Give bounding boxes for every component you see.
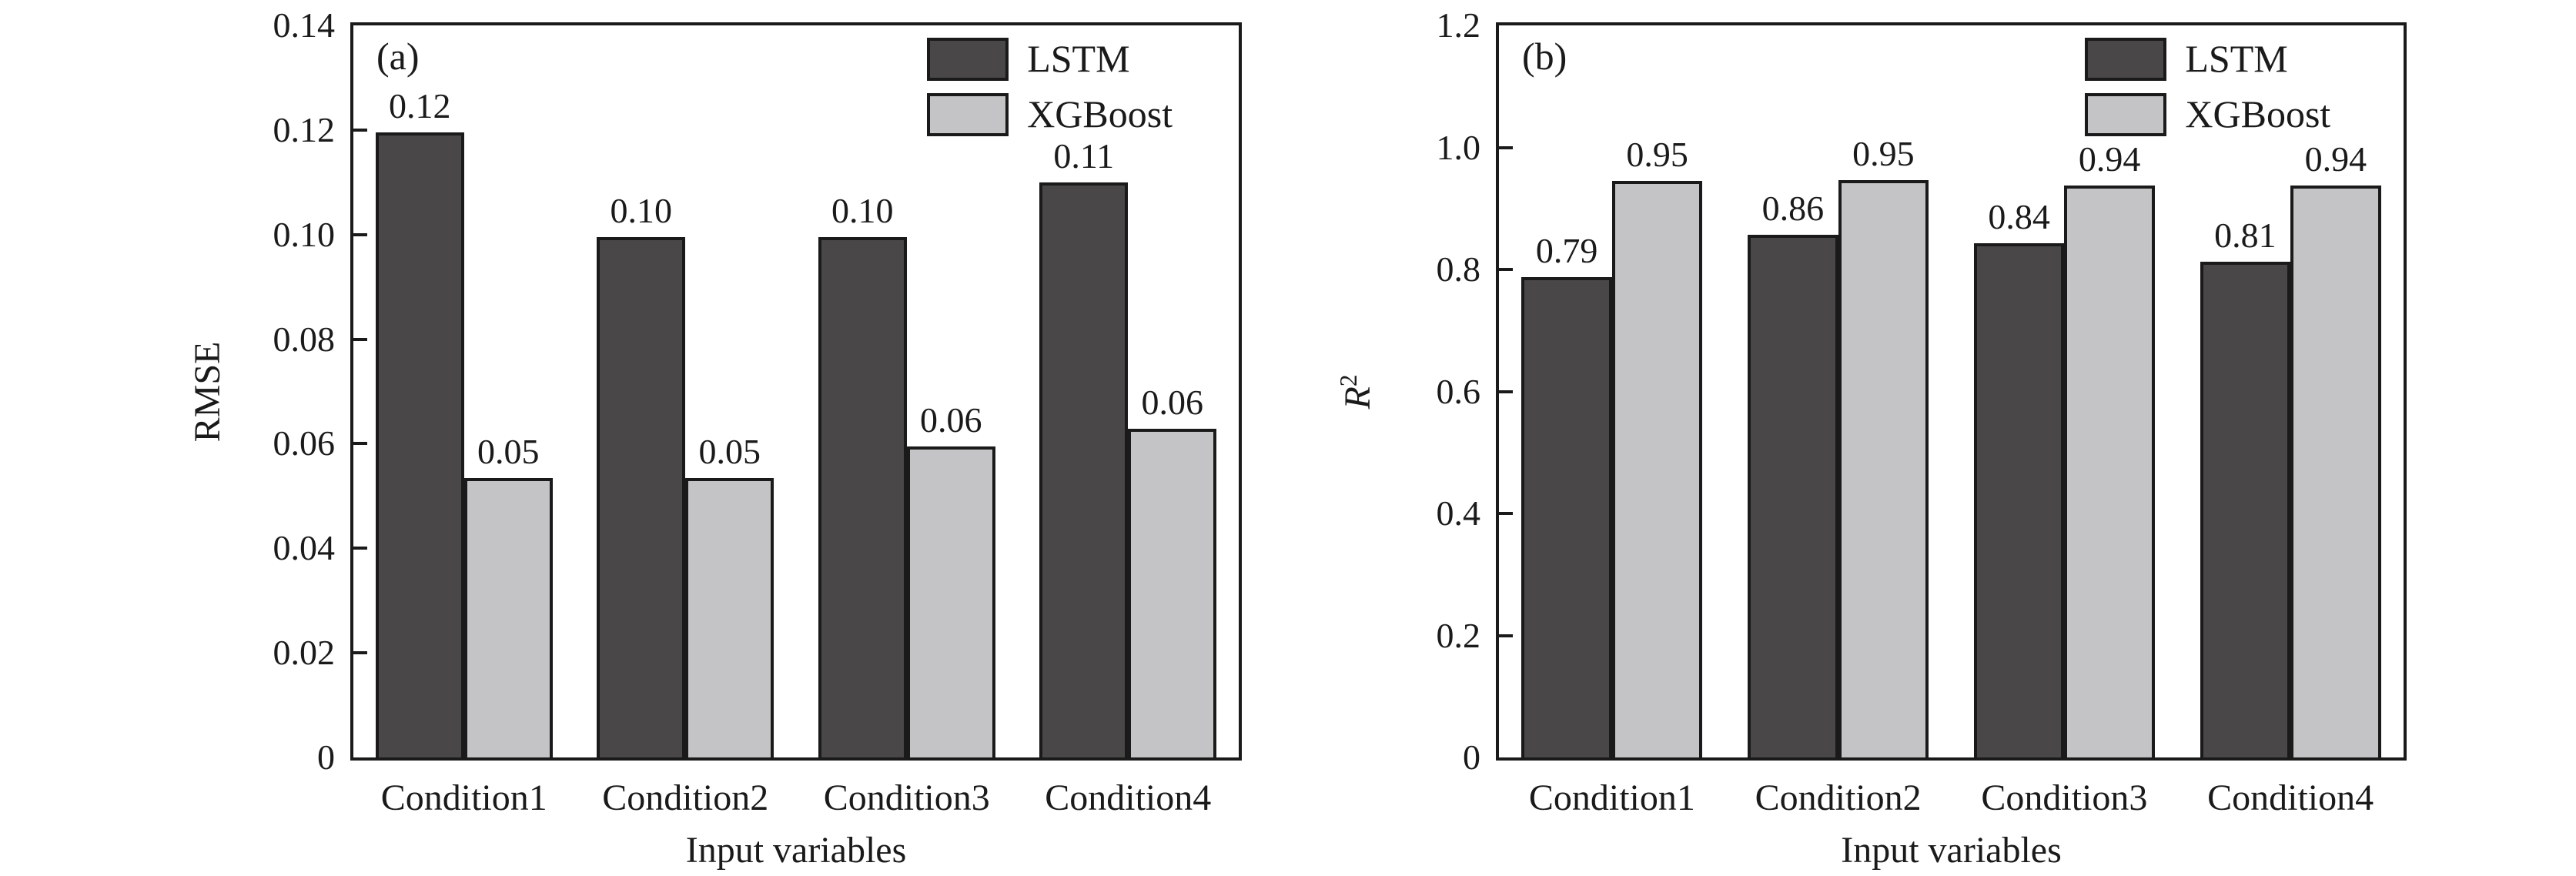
y-tick-label-b: 1.2	[1436, 5, 1481, 45]
bar-value-label-xgboost-condition1: 0.95	[1626, 135, 1688, 174]
panel-label-a: (a)	[376, 35, 420, 78]
y-tick-mark-b	[1499, 512, 1513, 515]
legend-swatch-lstm	[927, 38, 1009, 81]
y-tick-label-a: 0.08	[273, 319, 336, 359]
y-tick-mark-a	[353, 442, 367, 446]
category-label-condition4: Condition4	[1045, 777, 1212, 818]
y-tick-mark-a	[353, 337, 367, 341]
plot-box-a: (a) 0.12 0.05 0.10 0.05 0.10 0.06 0.11 0.06 LSTM X…	[350, 22, 1242, 761]
bar-xgboost-condition1	[463, 478, 553, 757]
y-tick-mark-a	[353, 128, 367, 132]
bar-lstm-condition1	[375, 132, 464, 757]
bar-value-label-lstm-condition1: 0.12	[389, 86, 451, 125]
bar-lstm-condition1	[1521, 277, 1612, 757]
y-axis-title-b: R2	[1328, 374, 1379, 409]
legend-swatch-xgboost	[927, 93, 1009, 136]
bar-xgboost-condition3	[2064, 186, 2155, 757]
bar-value-label-xgboost-condition3: 0.06	[920, 400, 982, 440]
bar-xgboost-condition4	[2290, 186, 2381, 757]
plot-box-b: (b) 0.79 0.95 0.86 0.95 0.84 0.94 0.81 0.94 LSTM X…	[1496, 22, 2407, 761]
y-tick-mark-a	[353, 547, 367, 550]
legend-swatch-xgboost	[2085, 93, 2167, 136]
panel-label-b: (b)	[1522, 35, 1567, 78]
y-tick-label-a: 0	[317, 737, 335, 777]
bar-value-label-xgboost-condition4: 0.06	[1141, 383, 1204, 422]
bar-value-label-xgboost-condition1: 0.05	[477, 432, 540, 471]
bar-value-label-lstm-condition2: 0.10	[610, 191, 673, 230]
category-label-condition3: Condition3	[823, 777, 990, 818]
bar-xgboost-condition4	[1128, 429, 1217, 757]
x-axis-title-a: Input variables	[685, 830, 907, 871]
bar-xgboost-condition1	[1611, 181, 1703, 757]
y-tick-mark-b	[1499, 268, 1513, 271]
y-tick-mark-b	[1499, 390, 1513, 393]
bar-xgboost-condition2	[685, 478, 774, 757]
bar-value-label-xgboost-condition2: 0.95	[1852, 134, 1915, 173]
bar-value-label-lstm-condition2: 0.86	[1761, 189, 1825, 228]
y-tick-label-a: 0.10	[273, 214, 336, 254]
bar-value-label-lstm-condition3: 0.84	[1988, 197, 2050, 236]
y-tick-mark-b	[1499, 145, 1513, 149]
bar-lstm-condition2	[597, 237, 686, 757]
y-axis-title-text: R	[1337, 386, 1378, 409]
y-axis-title-text: RMSE	[187, 341, 228, 442]
y-tick-mark-a	[353, 651, 367, 655]
bar-lstm-condition3	[1973, 243, 2065, 757]
bar-xgboost-condition2	[1838, 180, 1929, 757]
bar-value-label-xgboost-condition2: 0.05	[698, 432, 761, 471]
bar-value-label-xgboost-condition4: 0.94	[2304, 139, 2367, 179]
x-axis-title-b: Input variables	[1841, 830, 2062, 871]
category-label-condition1: Condition1	[380, 777, 547, 818]
category-label-condition3: Condition3	[1981, 777, 2148, 818]
y-tick-mark-b	[1499, 634, 1513, 637]
y-tick-label-a: 0.04	[273, 528, 336, 568]
legend-label-lstm: LSTM	[1027, 37, 1130, 80]
y-axis-title-a: RMSE	[187, 341, 229, 442]
bar-xgboost-condition3	[906, 446, 995, 757]
y-tick-label-a: 0.02	[273, 633, 336, 673]
legend-label-xgboost: XGBoost	[1027, 92, 1173, 135]
bar-lstm-condition4	[2200, 262, 2291, 757]
y-tick-label-b: 0.6	[1436, 371, 1481, 411]
y-tick-label-a: 0.06	[273, 423, 336, 463]
bar-lstm-condition3	[818, 237, 907, 757]
bar-lstm-condition4	[1039, 182, 1129, 757]
category-label-condition2: Condition2	[1755, 777, 1922, 818]
y-tick-label-b: 0.2	[1436, 615, 1481, 655]
y-tick-label-a: 0.12	[273, 109, 336, 149]
y-tick-label-b: 0.8	[1436, 249, 1481, 289]
bar-value-label-lstm-condition4: 0.11	[1053, 136, 1115, 176]
category-label-condition1: Condition1	[1528, 777, 1695, 818]
bar-lstm-condition2	[1748, 235, 1838, 757]
bar-value-label-xgboost-condition3: 0.94	[2078, 139, 2141, 179]
category-label-condition2: Condition2	[602, 777, 769, 818]
bar-value-label-lstm-condition4: 0.81	[2214, 216, 2277, 255]
legend-label-lstm: LSTM	[2185, 37, 2288, 80]
legend-label-xgboost: XGBoost	[2185, 92, 2331, 135]
y-tick-label-b: 1.0	[1436, 127, 1481, 167]
category-label-condition4: Condition4	[2207, 777, 2374, 818]
bar-value-label-lstm-condition1: 0.79	[1535, 231, 1598, 270]
y-tick-mark-a	[353, 232, 367, 236]
y-tick-label-a: 0.14	[273, 5, 336, 45]
y-tick-label-b: 0.4	[1436, 493, 1481, 533]
y-axis-title-sup: 2	[1335, 374, 1362, 386]
legend-swatch-lstm	[2085, 38, 2167, 81]
bar-value-label-lstm-condition3: 0.10	[831, 191, 894, 230]
y-tick-label-b: 0	[1463, 737, 1480, 777]
